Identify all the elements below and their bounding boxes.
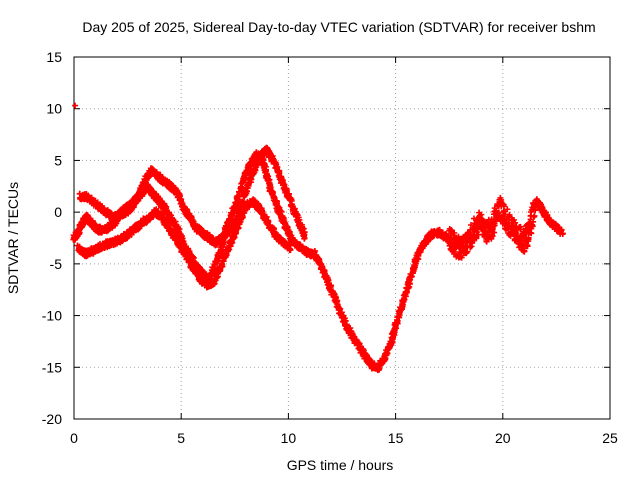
chart-title: Day 205 of 2025, Sidereal Day-to-day VTE… [82,19,595,35]
x-tick-label: 20 [495,430,511,446]
data-point [401,296,408,303]
data-point [136,193,143,200]
data-point [531,212,538,219]
y-tick-label: 0 [54,204,62,220]
data-point [521,248,528,255]
x-axis-title: GPS time / hours [287,457,394,473]
y-tick-label: -20 [42,411,62,427]
data-point [458,254,465,261]
data-point [558,226,565,233]
x-tick-label: 15 [388,430,404,446]
data-point [525,236,532,243]
data-point [512,219,519,226]
y-tick-labels: -20 -15 -10 -5 0 5 10 15 [42,49,62,427]
data-point [488,216,495,223]
data-point [529,221,536,228]
y-tick-label: 5 [54,152,62,168]
data-point [495,210,502,217]
x-tick-label: 25 [602,430,618,446]
y-tick-label: 15 [46,49,62,65]
y-tick-label: 10 [46,101,62,117]
y-tick-label: -10 [42,308,62,324]
data-point [504,206,511,213]
data-point [451,248,458,255]
data-point [524,243,531,250]
x-tick-label: 5 [177,430,185,446]
data-point [491,229,498,236]
data-point [530,218,537,225]
data-point [408,273,415,280]
y-axis-title: SDTVAR / TECUs [5,182,21,294]
x-tick-labels: 0 5 10 15 20 25 [70,430,618,446]
y-tick-label: -15 [42,359,62,375]
data-point [397,307,404,314]
data-point [451,229,458,236]
data-point [163,205,170,212]
data-points [70,102,566,374]
axis-ticks [73,56,611,420]
data-point [171,218,178,225]
data-point [403,288,410,295]
x-tick-label: 0 [70,430,78,446]
x-tick-label: 10 [281,430,297,446]
data-point [464,248,471,255]
y-tick-label: -5 [50,256,63,272]
data-point [336,304,343,311]
data-point [559,231,566,238]
data-point [265,176,272,183]
data-point [500,207,507,214]
data-point [517,223,524,230]
